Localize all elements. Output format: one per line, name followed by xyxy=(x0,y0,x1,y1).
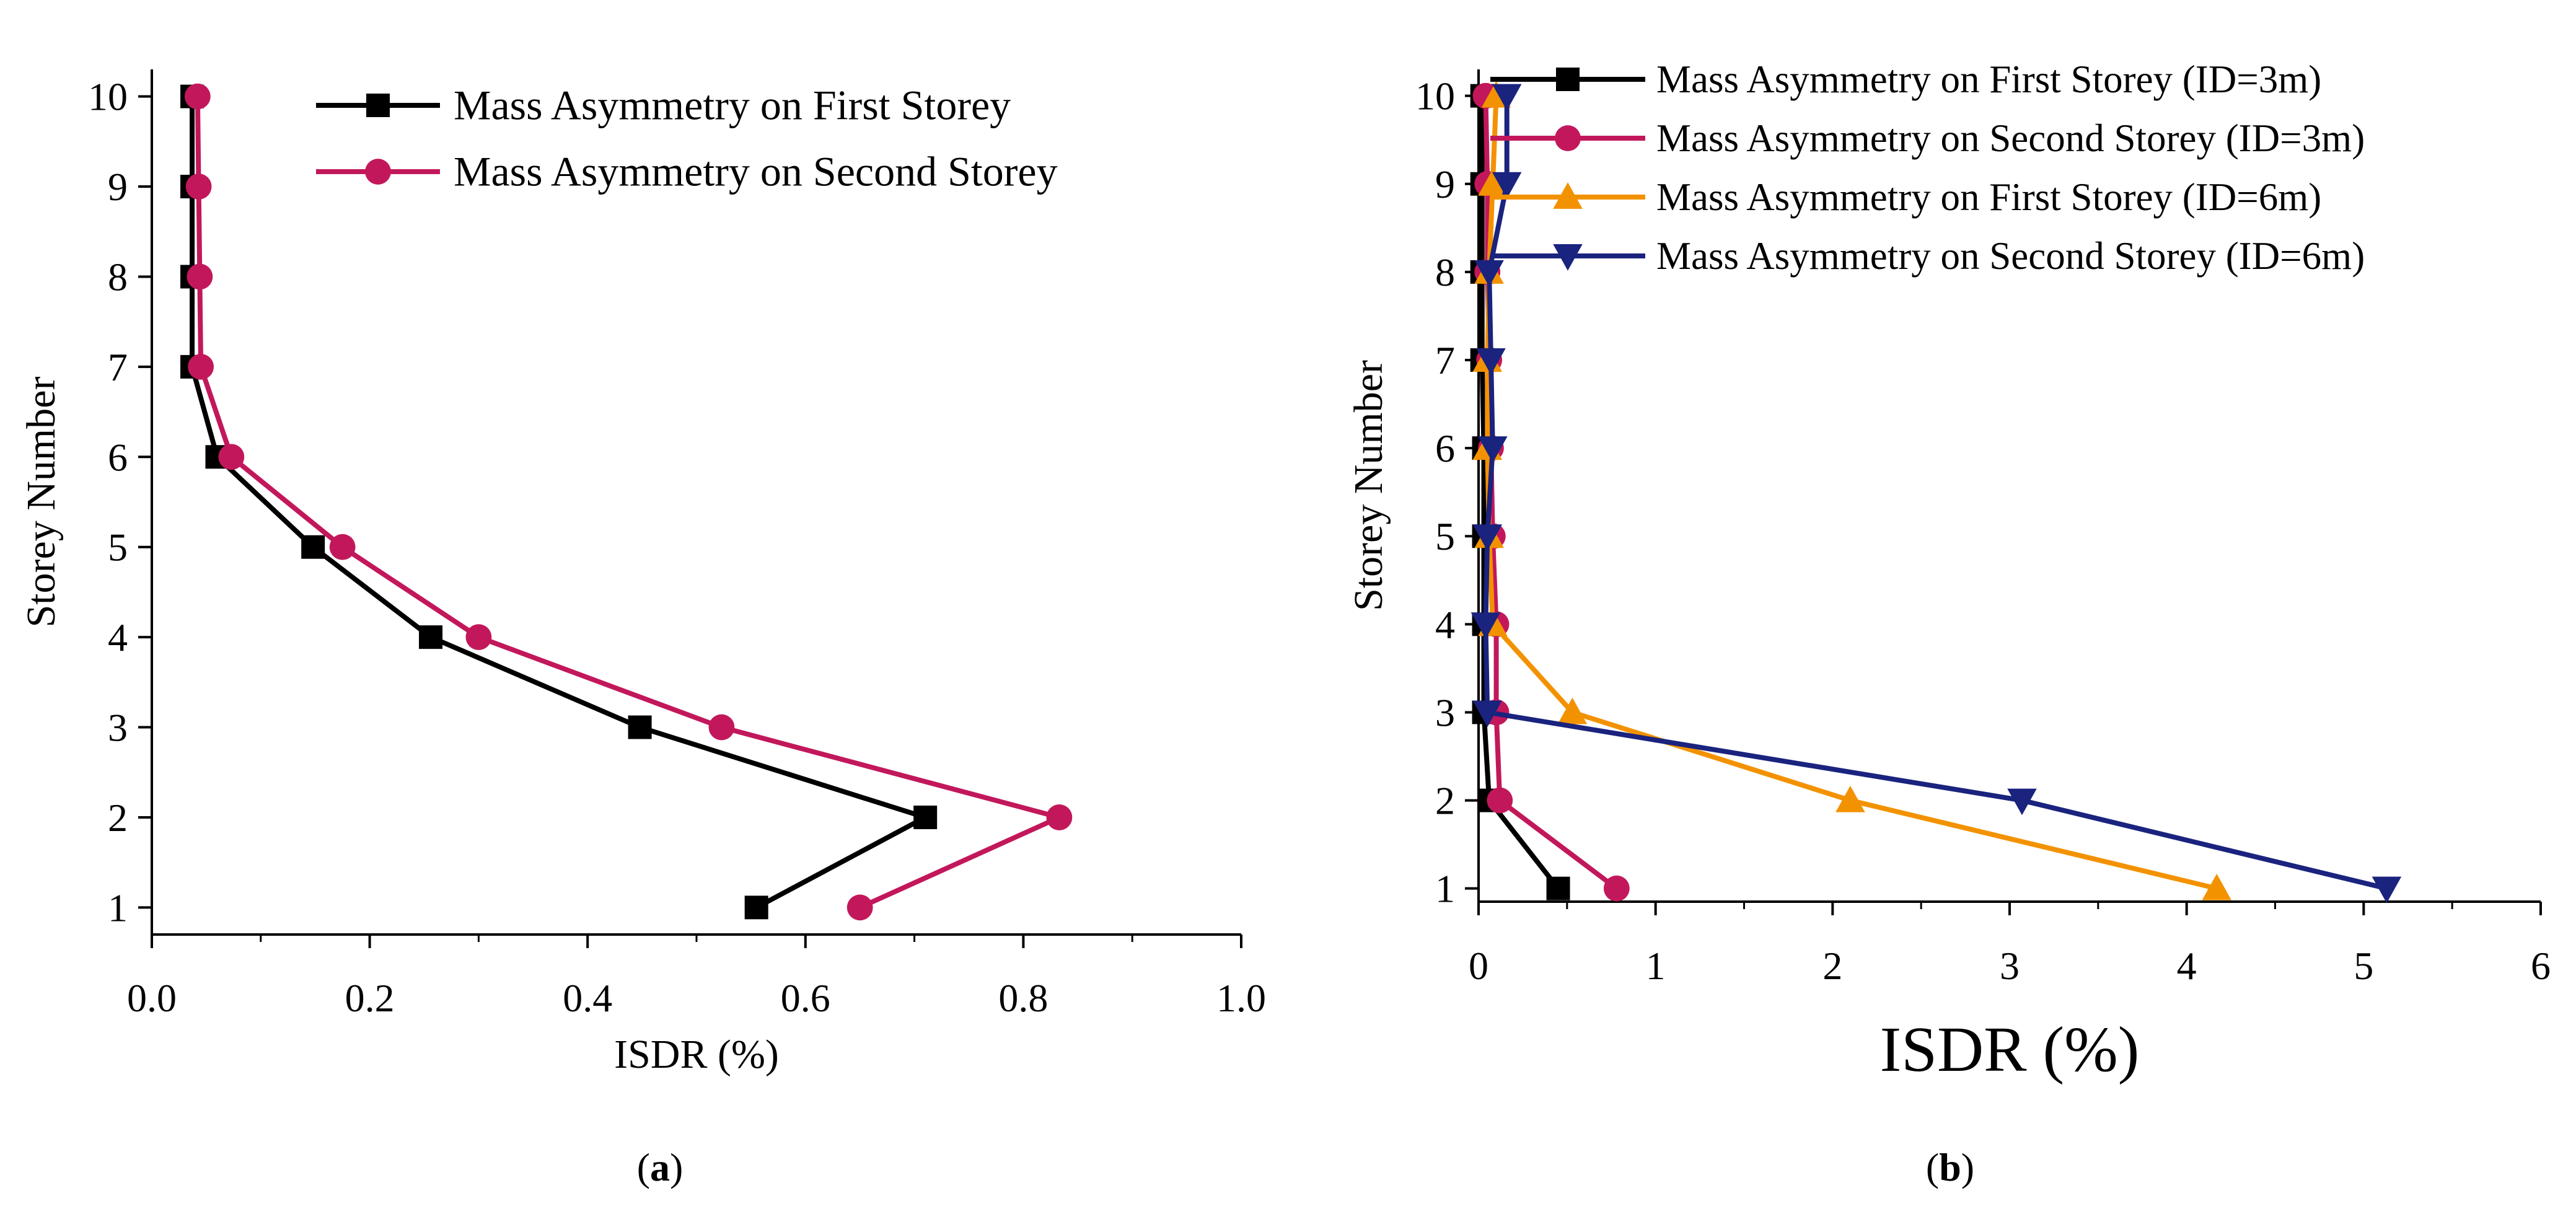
series-1-point xyxy=(301,535,325,559)
series-4-point xyxy=(1472,700,1503,728)
series-4-point xyxy=(1470,612,1501,640)
y-tick-label: 8 xyxy=(1435,250,1455,294)
x-tick-label: 0 xyxy=(1469,944,1488,988)
x-axis-label: ISDR (%) xyxy=(614,1032,779,1077)
legend-label: Mass Asymmetry on Second Storey xyxy=(454,147,1058,195)
series-4-point xyxy=(1492,172,1522,199)
series-2-point xyxy=(187,263,213,290)
legend: Mass Asymmetry on First Storey (ID=3m) Ma… xyxy=(1490,58,2365,278)
series-3-point xyxy=(2202,873,2231,900)
x-tick-label: 2 xyxy=(1822,944,1842,988)
y-tick-label: 3 xyxy=(1435,690,1455,734)
series-4-point xyxy=(2372,876,2402,904)
series-2 xyxy=(184,83,1073,921)
series-2-point xyxy=(846,894,873,921)
y-tick-label: 1 xyxy=(1435,867,1455,911)
y-tick-label: 10 xyxy=(88,75,128,119)
y-tick-label: 1 xyxy=(108,886,128,930)
y-tick-label: 6 xyxy=(1435,426,1455,470)
panel-caption-letter: b xyxy=(1939,1145,1961,1189)
series-2-point xyxy=(708,714,735,741)
chart-panel-a: 0.0 0.2 0.4 0.6 0.8 1.0 1 2 3 4 5 6 7 8 9 10 ISDR (%) Sto… xyxy=(19,69,1266,1189)
series-2-line xyxy=(195,96,1062,910)
y-axis-label: Storey Number xyxy=(19,376,64,627)
x-tick-label: 0.8 xyxy=(998,976,1048,1020)
y-tick-label: 2 xyxy=(108,796,128,840)
x-tick-label: 4 xyxy=(2177,944,2197,988)
legend-swatch-marker xyxy=(1553,182,1583,209)
legend-swatch-marker xyxy=(1553,244,1583,271)
legend: Mass Asymmetry on First Storey Mass Asymm… xyxy=(316,81,1058,195)
legend-swatch-marker xyxy=(1555,125,1581,151)
series-2-point xyxy=(218,444,245,470)
y-tick-label: 7 xyxy=(1435,338,1455,382)
series-4-point xyxy=(1476,348,1506,375)
y-tick-label: 9 xyxy=(108,165,128,209)
legend-label: Mass Asymmetry on First Storey (ID=6m) xyxy=(1656,175,2321,219)
x-tick-label: 1 xyxy=(1646,944,1666,988)
y-tick-label: 8 xyxy=(108,255,128,299)
x-tick-label: 6 xyxy=(2531,944,2551,988)
series-2-point xyxy=(1603,875,1630,902)
series-1-line xyxy=(190,96,928,910)
y-tick-label: 5 xyxy=(1435,514,1455,558)
panel-caption: (b) xyxy=(1926,1145,1974,1189)
x-tick-label: 0.2 xyxy=(345,976,395,1020)
series-4-point xyxy=(1474,260,1504,287)
series-4 xyxy=(1470,84,2402,904)
series-2-point xyxy=(184,83,211,110)
series-4-line xyxy=(1483,95,2388,891)
legend-label: Mass Asymmetry on Second Storey (ID=6m) xyxy=(1656,234,2365,278)
legend-swatch-marker xyxy=(1556,68,1580,91)
y-tick-label: 4 xyxy=(108,615,128,659)
series-4-point xyxy=(1478,436,1508,463)
legend-swatch-marker xyxy=(366,94,390,117)
x-tick-label: 1.0 xyxy=(1216,976,1266,1020)
series-2-point xyxy=(465,624,492,651)
y-tick-label: 7 xyxy=(108,345,128,389)
legend-label: Mass Asymmetry on First Storey (ID=3m) xyxy=(1656,58,2321,101)
series-3-point xyxy=(1557,697,1588,724)
series-1-point xyxy=(1546,876,1570,900)
y-tick-label: 3 xyxy=(108,706,128,750)
x-tick-label: 0.6 xyxy=(781,976,830,1020)
x-tick-label: 3 xyxy=(2000,944,2020,988)
series-1-point xyxy=(744,895,768,920)
legend-label: Mass Asymmetry on First Storey xyxy=(454,81,1011,128)
y-axis-label: Storey Number xyxy=(1346,360,1391,611)
x-tick-label: 0.4 xyxy=(563,976,612,1020)
x-tick-label: 0.0 xyxy=(127,976,177,1020)
series-2-point xyxy=(185,174,212,200)
series-2-point xyxy=(329,534,356,560)
y-tick-label: 10 xyxy=(1415,74,1455,118)
y-tick-label: 5 xyxy=(108,526,128,570)
panel-caption-letter: a xyxy=(650,1145,670,1189)
y-tick-label: 4 xyxy=(1435,602,1455,646)
panel-caption: (a) xyxy=(637,1145,684,1189)
legend-label: Mass Asymmetry on Second Storey (ID=3m) xyxy=(1656,117,2365,160)
series-1-point xyxy=(913,805,938,829)
series-3-point xyxy=(1835,785,1865,812)
y-tick-label: 9 xyxy=(1435,162,1455,206)
legend-swatch-marker xyxy=(365,159,391,185)
x-axis-label: ISDR (%) xyxy=(1880,1014,2140,1085)
series-2-point xyxy=(1046,804,1073,830)
series-2-point xyxy=(1487,787,1513,814)
y-tick-label: 6 xyxy=(108,435,128,479)
series-4-point xyxy=(2007,788,2037,816)
y-tick-label: 2 xyxy=(1435,779,1455,823)
series-4-point xyxy=(1472,524,1503,551)
series-2-point xyxy=(188,353,214,380)
series-1-line xyxy=(1479,95,1560,891)
series-1-point xyxy=(419,625,443,649)
series-4-point xyxy=(1492,84,1522,111)
series-3-point xyxy=(1478,169,1508,196)
series-1-point xyxy=(628,715,652,739)
x-tick-label: 5 xyxy=(2354,944,2373,988)
